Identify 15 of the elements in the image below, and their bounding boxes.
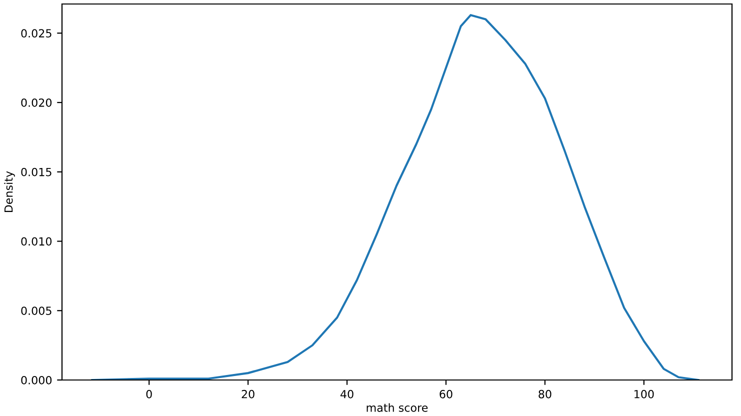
y-tick-label: 0.020 xyxy=(21,98,52,107)
x-tick-label: 0 xyxy=(146,390,152,398)
x-tick-label: 20 xyxy=(242,390,254,398)
y-tick-label: 0.000 xyxy=(21,376,52,384)
x-axis-title: math score xyxy=(366,403,428,412)
y-tick-label: 0.015 xyxy=(21,168,52,176)
line-series xyxy=(91,14,700,380)
y-axis-title: Density xyxy=(4,171,15,212)
x-tick-label: 40 xyxy=(340,390,354,398)
x-tick-label: 80 xyxy=(538,390,552,398)
y-tick-label: 0.025 xyxy=(21,29,52,38)
y-tick-label: 0.005 xyxy=(21,306,52,316)
y-tick-label: 0.010 xyxy=(21,237,52,246)
x-tick-label: 100 xyxy=(634,390,654,398)
x-tick-label: 60 xyxy=(440,390,452,398)
